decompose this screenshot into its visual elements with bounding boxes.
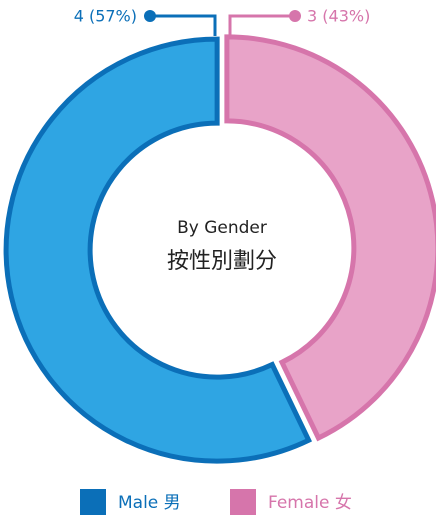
legend-label: Female 女 [268,493,352,513]
leader-dot [289,10,301,22]
center-subtitle: 按性別劃分 [167,249,277,274]
legend-swatch [230,489,256,515]
center-title: By Gender [177,218,267,238]
leader-dot [144,10,156,22]
leader-line [228,14,295,36]
slice [224,34,436,442]
legend-label: Male 男 [118,493,181,513]
slice [3,36,313,464]
data-label: 3 (43%) [307,7,370,26]
data-label: 4 (57%) [74,7,137,26]
legend-swatch [80,489,106,515]
leader-line [150,14,217,36]
